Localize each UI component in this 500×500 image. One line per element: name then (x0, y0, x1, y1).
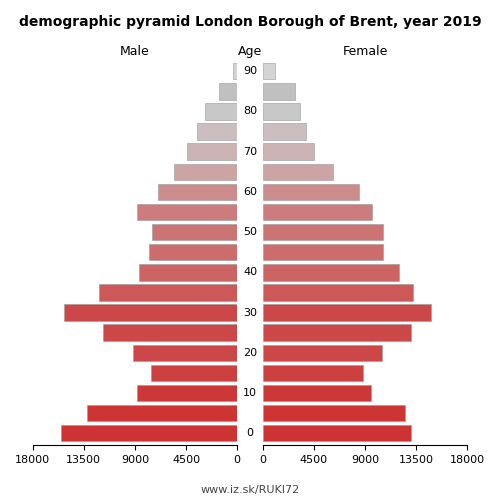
Bar (198, 124, 237, 140)
Bar (206, 103, 237, 120)
Text: 0: 0 (246, 428, 254, 438)
Bar (98, 284, 237, 300)
Title: Male: Male (120, 45, 150, 58)
Bar (219, 83, 237, 100)
Bar (263, 124, 306, 140)
Bar (187, 144, 237, 160)
Bar (263, 304, 431, 321)
Bar (263, 224, 384, 240)
Title: Female: Female (342, 45, 388, 58)
Bar (140, 264, 237, 280)
Bar (137, 384, 237, 401)
Bar (263, 425, 410, 442)
Bar (137, 204, 237, 220)
Bar (132, 344, 237, 361)
Bar (263, 204, 372, 220)
Bar (158, 184, 237, 200)
Bar (263, 324, 410, 341)
Text: 40: 40 (243, 268, 257, 278)
Bar (232, 63, 237, 80)
Bar (148, 244, 237, 260)
Bar (263, 244, 384, 260)
Bar (263, 405, 405, 421)
Text: 20: 20 (243, 348, 257, 358)
Bar (263, 344, 382, 361)
Bar (263, 284, 413, 300)
Bar (87, 405, 237, 421)
Text: 30: 30 (243, 308, 257, 318)
Text: 80: 80 (243, 106, 257, 117)
Text: 70: 70 (243, 146, 257, 156)
Bar (263, 164, 334, 180)
Bar (263, 144, 314, 160)
Title: Age: Age (238, 45, 262, 58)
Text: 90: 90 (243, 66, 257, 76)
Text: www.iz.sk/RUKI72: www.iz.sk/RUKI72 (200, 485, 300, 495)
Bar (263, 63, 276, 80)
Bar (263, 364, 363, 381)
Bar (174, 164, 237, 180)
Bar (103, 324, 237, 341)
Bar (64, 304, 237, 321)
Bar (61, 425, 237, 442)
Text: 50: 50 (243, 227, 257, 237)
Bar (263, 184, 360, 200)
Bar (263, 264, 399, 280)
Text: 10: 10 (243, 388, 257, 398)
Bar (152, 224, 237, 240)
Bar (263, 384, 371, 401)
Bar (263, 83, 294, 100)
Text: demographic pyramid London Borough of Brent, year 2019: demographic pyramid London Borough of Br… (18, 15, 481, 29)
Bar (263, 103, 300, 120)
Bar (151, 364, 237, 381)
Text: 60: 60 (243, 187, 257, 197)
